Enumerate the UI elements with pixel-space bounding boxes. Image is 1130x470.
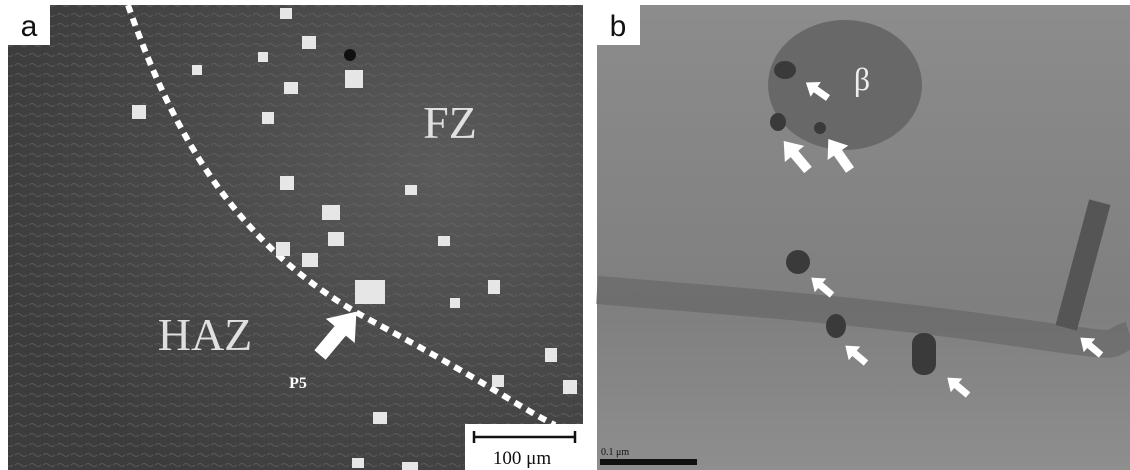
particle <box>280 176 294 190</box>
particle <box>786 250 810 274</box>
particle <box>770 113 786 131</box>
particle <box>492 375 504 387</box>
point-label: P5 <box>289 375 307 392</box>
phase-label: β <box>854 61 870 97</box>
particle <box>438 236 450 246</box>
particle <box>826 314 846 338</box>
scale-bar <box>600 459 697 465</box>
particle <box>545 348 557 362</box>
figure: a FZ HAZ P5 100 μm β b 0.1 μm <box>0 0 1130 470</box>
particle <box>258 52 268 62</box>
particle <box>405 185 417 195</box>
panel-a: a FZ HAZ P5 100 μm <box>8 5 583 470</box>
texture <box>8 5 583 470</box>
particle <box>814 122 826 134</box>
particle <box>302 36 316 49</box>
particle <box>355 280 385 304</box>
particle <box>345 70 363 88</box>
particle <box>284 82 298 94</box>
panel-label: b <box>610 10 627 43</box>
particle <box>328 232 344 246</box>
particle <box>912 333 936 375</box>
panel-b: β b 0.1 μm <box>597 5 1130 470</box>
panel-label: a <box>21 10 38 43</box>
particle <box>322 205 340 220</box>
particle <box>373 412 387 424</box>
scale-bar-label: 0.1 μm <box>601 447 629 458</box>
particle <box>352 458 364 468</box>
beta-phase <box>768 20 922 150</box>
particle <box>563 380 577 394</box>
scale-bar-label: 100 μm <box>493 448 551 469</box>
particle <box>402 462 418 470</box>
particle <box>450 298 460 308</box>
zone-label: HAZ <box>158 309 253 360</box>
particle <box>192 65 202 75</box>
page: a FZ HAZ P5 100 μm β b 0.1 μm <box>0 0 1130 470</box>
zone-label: FZ <box>423 97 477 148</box>
particle <box>774 61 796 79</box>
particle <box>280 8 292 19</box>
particle <box>302 253 318 267</box>
particle <box>132 105 146 119</box>
particle <box>262 112 274 124</box>
pore <box>344 49 356 61</box>
particle <box>488 280 500 294</box>
particle <box>276 242 290 256</box>
